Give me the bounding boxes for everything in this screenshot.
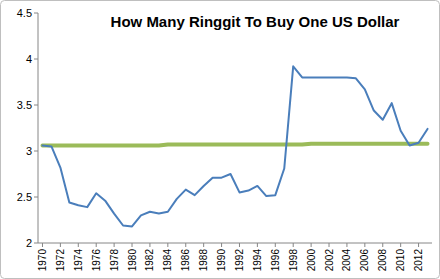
x-tick: [96, 243, 97, 247]
x-tick-label: 1998: [288, 249, 299, 272]
x-tick: [382, 243, 383, 247]
x-tick-label: 1978: [109, 249, 120, 272]
x-tick-label: 2012: [413, 249, 424, 272]
y-tick-label: 2: [26, 237, 32, 249]
x-tick-label: 1986: [180, 249, 191, 272]
x-tick-label: 1988: [198, 249, 209, 272]
x-tick: [418, 243, 419, 247]
y-tick: [34, 13, 38, 14]
x-tick-label: 2000: [306, 249, 317, 272]
y-tick-label: 4: [26, 53, 32, 65]
x-tick-label: 2004: [341, 249, 352, 272]
x-tick: [114, 243, 115, 247]
x-tick: [60, 243, 61, 247]
x-tick: [257, 243, 258, 247]
x-tick-label: 2006: [359, 249, 370, 272]
plot-area: [42, 66, 427, 226]
x-tick-label: 1982: [144, 249, 155, 272]
x-tick-label: 1970: [37, 249, 48, 272]
x-tick: [221, 243, 222, 247]
x-tick-label: 1984: [162, 249, 173, 272]
trend-line: [42, 144, 427, 146]
x-tick-label: 1972: [55, 249, 66, 272]
x-tick: [132, 243, 133, 247]
x-tick: [400, 243, 401, 247]
x-tick: [311, 243, 312, 247]
x-tick: [42, 243, 43, 247]
x-tick: [239, 243, 240, 247]
y-tick-label: 4.5: [17, 7, 32, 19]
y-tick: [34, 197, 38, 198]
x-tick-label: 2010: [395, 249, 406, 272]
x-axis: [38, 243, 432, 244]
x-tick: [346, 243, 347, 247]
y-tick: [34, 59, 38, 60]
x-tick-label: 1980: [127, 249, 138, 272]
y-tick: [34, 105, 38, 106]
chart: 2 2.5 3 3.5 4 4.5 1970 1972 1974 1976 1978 1980 1982…: [0, 0, 440, 279]
chart-title: How Many Ringgit To Buy One US Dollar: [111, 13, 400, 30]
x-tick-label: 1992: [234, 249, 245, 272]
x-tick-label: 1996: [270, 249, 281, 272]
x-tick-label: 1994: [252, 249, 263, 272]
x-tick: [329, 243, 330, 247]
x-tick-label: 1976: [91, 249, 102, 272]
x-tick: [167, 243, 168, 247]
x-tick: [203, 243, 204, 247]
y-tick-label: 3: [26, 145, 32, 157]
x-tick: [78, 243, 79, 247]
y-tick: [34, 243, 38, 244]
x-tick: [293, 243, 294, 247]
x-tick: [275, 243, 276, 247]
x-tick-label: 2002: [324, 249, 335, 272]
y-axis: [38, 13, 39, 243]
x-tick-label: 1990: [216, 249, 227, 272]
y-tick: [34, 151, 38, 152]
series-line: [42, 66, 427, 226]
x-tick: [185, 243, 186, 247]
x-tick-label: 2008: [377, 249, 388, 272]
y-tick-label: 2.5: [17, 191, 32, 203]
x-tick: [149, 243, 150, 247]
y-tick-label: 3.5: [17, 99, 32, 111]
x-tick-label: 1974: [73, 249, 84, 272]
chart-border: [1, 1, 440, 279]
x-tick: [364, 243, 365, 247]
